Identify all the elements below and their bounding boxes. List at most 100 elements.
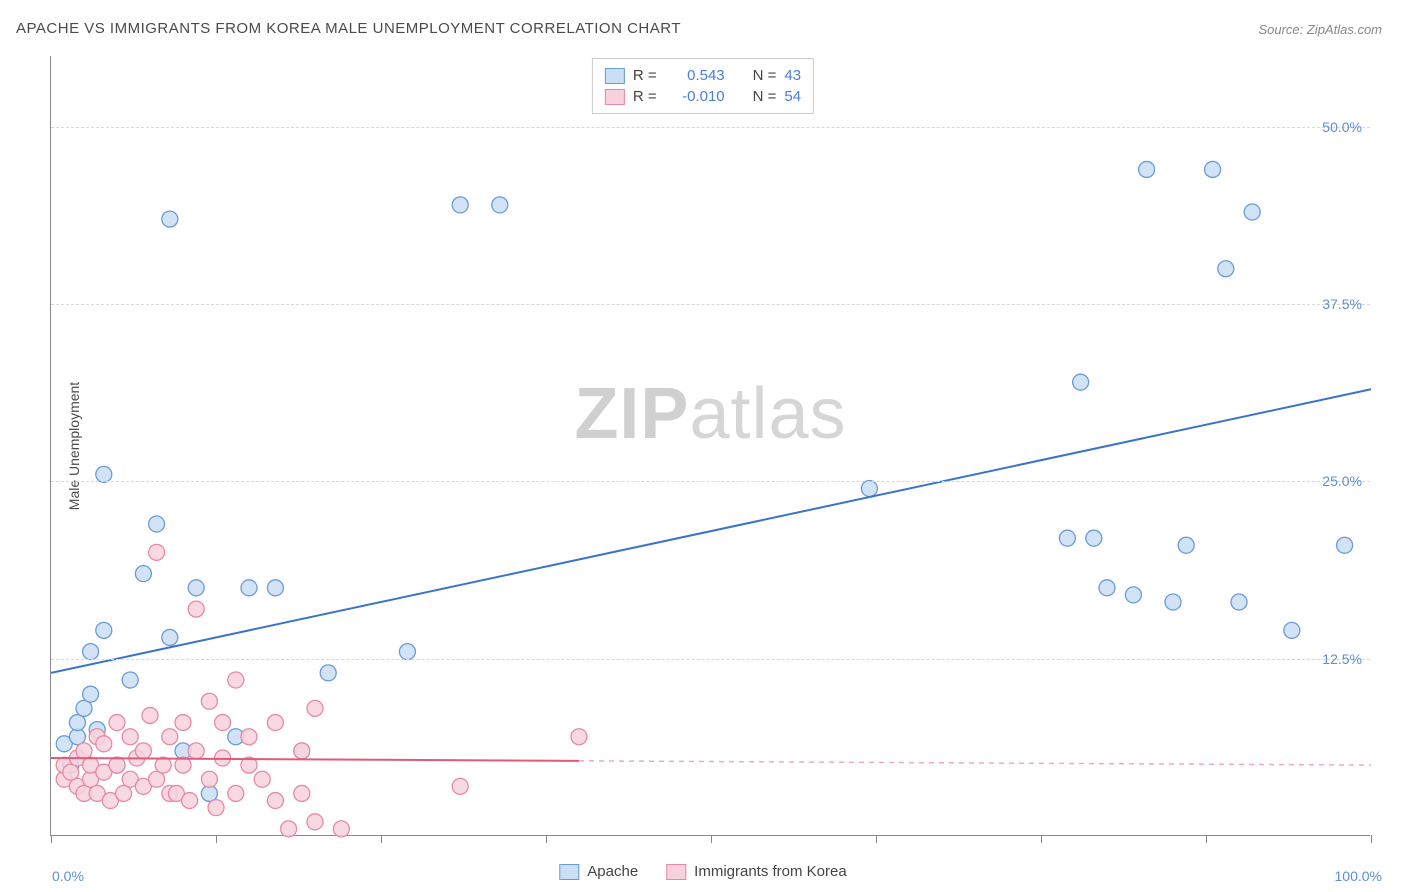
x-tick [1041, 835, 1042, 843]
gridline [51, 481, 1370, 482]
data-point [1244, 204, 1260, 220]
data-point [1073, 374, 1089, 390]
data-point [1284, 622, 1300, 638]
legend-swatch [605, 68, 625, 84]
data-point [452, 778, 468, 794]
data-point [267, 580, 283, 596]
data-point [188, 580, 204, 596]
data-point [135, 566, 151, 582]
data-point [162, 211, 178, 227]
data-point [96, 736, 112, 752]
data-point [188, 743, 204, 759]
series-legend: Apache Immigrants from Korea [559, 863, 846, 880]
data-point [149, 516, 165, 532]
data-point [861, 481, 877, 497]
data-point [492, 197, 508, 213]
data-point [241, 580, 257, 596]
y-tick-label: 25.0% [1322, 473, 1362, 489]
x-axis-max-label: 100.0% [1335, 868, 1382, 884]
legend-swatch [666, 864, 686, 880]
data-point [122, 729, 138, 745]
data-point [294, 785, 310, 801]
data-point [188, 601, 204, 617]
data-point [182, 793, 198, 809]
legend-item: Immigrants from Korea [666, 863, 847, 880]
y-tick-label: 12.5% [1322, 651, 1362, 667]
correlation-legend: R = 0.543 N = 43 R = -0.010 N = 54 [592, 58, 814, 114]
x-tick [216, 835, 217, 843]
n-value: 43 [784, 67, 801, 84]
data-point [175, 715, 191, 731]
x-tick [51, 835, 52, 843]
data-point [571, 729, 587, 745]
data-point [281, 821, 297, 837]
data-point [228, 785, 244, 801]
x-tick [381, 835, 382, 843]
legend-label: Immigrants from Korea [694, 863, 847, 880]
data-point [1231, 594, 1247, 610]
data-point [267, 793, 283, 809]
legend-swatch [559, 864, 579, 880]
gridline [51, 659, 1370, 660]
y-tick-label: 37.5% [1322, 296, 1362, 312]
data-point [109, 715, 125, 731]
data-point [307, 814, 323, 830]
data-point [109, 757, 125, 773]
data-point [1337, 537, 1353, 553]
x-axis-min-label: 0.0% [52, 868, 84, 884]
n-value: 54 [784, 88, 801, 105]
r-label: R = [633, 67, 657, 84]
data-point [96, 622, 112, 638]
data-point [320, 665, 336, 681]
data-point [267, 715, 283, 731]
data-point [228, 672, 244, 688]
legend-item: Apache [559, 863, 638, 880]
n-label: N = [753, 88, 777, 105]
data-point [1178, 537, 1194, 553]
source-attribution: Source: ZipAtlas.com [1258, 22, 1382, 37]
r-value: 0.543 [665, 67, 725, 84]
y-tick-label: 50.0% [1322, 119, 1362, 135]
data-point [1059, 530, 1075, 546]
data-point [1218, 261, 1234, 277]
gridline [51, 127, 1370, 128]
data-point [1086, 530, 1102, 546]
data-point [201, 771, 217, 787]
data-point [1125, 587, 1141, 603]
r-value: -0.010 [665, 88, 725, 105]
data-point [201, 693, 217, 709]
data-point [333, 821, 349, 837]
x-tick [546, 835, 547, 843]
data-point [135, 743, 151, 759]
data-point [83, 644, 99, 660]
r-label: R = [633, 88, 657, 105]
legend-stat-row: R = 0.543 N = 43 [605, 65, 801, 86]
gridline [51, 304, 1370, 305]
data-point [122, 672, 138, 688]
trend-line [51, 389, 1371, 673]
data-point [1099, 580, 1115, 596]
trend-line-extension [579, 761, 1371, 765]
legend-label: Apache [587, 863, 638, 880]
x-tick [876, 835, 877, 843]
data-point [399, 644, 415, 660]
scatter-chart [51, 56, 1371, 836]
x-tick [1371, 835, 1372, 843]
x-tick [1206, 835, 1207, 843]
n-label: N = [753, 67, 777, 84]
data-point [307, 700, 323, 716]
x-tick [711, 835, 712, 843]
data-point [96, 466, 112, 482]
data-point [208, 800, 224, 816]
data-point [1205, 161, 1221, 177]
data-point [162, 729, 178, 745]
chart-title: APACHE VS IMMIGRANTS FROM KOREA MALE UNE… [16, 20, 681, 37]
data-point [162, 629, 178, 645]
data-point [1139, 161, 1155, 177]
data-point [142, 707, 158, 723]
data-point [241, 729, 257, 745]
data-point [1165, 594, 1181, 610]
data-point [149, 544, 165, 560]
data-point [83, 686, 99, 702]
data-point [294, 743, 310, 759]
